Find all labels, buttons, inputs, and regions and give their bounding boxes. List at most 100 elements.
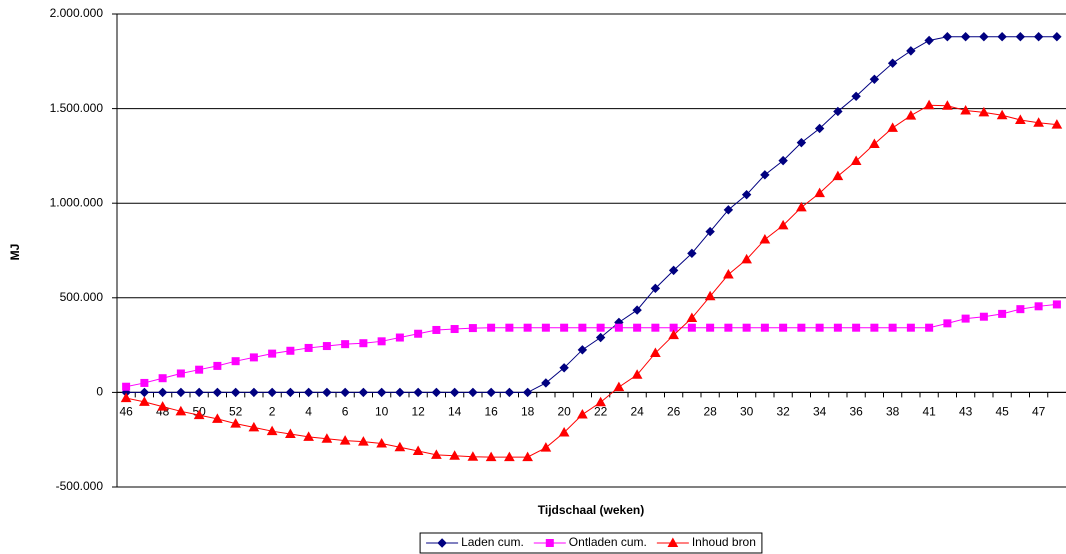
x-tick-label: 38 xyxy=(886,405,900,419)
x-tick-label: 18 xyxy=(521,405,535,419)
x-tick-label: 26 xyxy=(667,405,681,419)
legend-marker xyxy=(437,538,447,548)
data-point xyxy=(212,413,223,423)
data-point xyxy=(467,451,479,461)
data-point xyxy=(650,283,661,294)
data-point xyxy=(468,387,478,398)
data-point xyxy=(175,405,187,416)
data-point xyxy=(449,450,460,460)
data-point xyxy=(339,435,351,445)
x-tick-label: 30 xyxy=(740,405,754,419)
data-point xyxy=(778,155,788,166)
data-point xyxy=(724,323,733,332)
data-point xyxy=(468,324,477,333)
data-point xyxy=(833,323,842,332)
data-point xyxy=(358,436,369,446)
x-tick-label: 52 xyxy=(229,405,243,419)
data-point xyxy=(1033,117,1044,127)
data-point xyxy=(1051,119,1063,129)
data-point xyxy=(887,58,898,68)
data-point xyxy=(286,346,295,355)
data-point xyxy=(686,312,698,323)
data-point xyxy=(852,323,861,332)
data-point xyxy=(851,91,861,102)
data-point xyxy=(961,314,970,323)
data-point xyxy=(377,337,386,346)
data-point xyxy=(231,357,240,366)
data-point xyxy=(779,323,788,332)
x-tick-label: 10 xyxy=(375,405,389,419)
x-tick-label: 34 xyxy=(813,405,827,419)
data-point xyxy=(943,319,952,328)
data-point xyxy=(432,325,441,334)
x-tick-label: 46 xyxy=(119,405,133,419)
data-point xyxy=(705,226,715,237)
data-point xyxy=(212,387,223,398)
data-point xyxy=(1015,114,1026,124)
data-point xyxy=(1052,31,1062,42)
data-point xyxy=(122,382,131,391)
data-point xyxy=(485,451,497,462)
data-point xyxy=(723,269,734,279)
x-tick-label: 14 xyxy=(448,405,462,419)
data-point xyxy=(887,122,898,132)
data-point xyxy=(613,381,625,392)
data-point xyxy=(668,265,679,276)
data-point xyxy=(815,323,824,332)
data-point xyxy=(796,137,807,148)
data-point xyxy=(504,451,515,462)
data-point xyxy=(359,339,368,348)
data-point xyxy=(595,332,606,343)
data-point xyxy=(760,170,770,180)
data-point xyxy=(741,189,752,200)
data-point xyxy=(449,387,460,398)
x-tick-label: 41 xyxy=(922,405,936,419)
series-line xyxy=(126,303,1057,388)
series-line xyxy=(126,104,1057,458)
data-point xyxy=(487,323,496,332)
legend-box xyxy=(419,532,763,554)
data-point xyxy=(120,392,132,403)
data-point xyxy=(176,369,185,378)
legend-label: Inhoud bron xyxy=(692,535,756,549)
data-point xyxy=(723,205,734,215)
data-point xyxy=(1034,302,1043,311)
x-tick-label: 16 xyxy=(484,405,498,419)
data-point xyxy=(522,451,533,462)
data-point xyxy=(942,100,953,110)
data-point xyxy=(925,323,934,332)
data-point xyxy=(979,312,988,321)
data-point xyxy=(322,342,331,351)
data-point xyxy=(777,219,789,230)
data-point xyxy=(706,323,715,332)
data-point xyxy=(266,425,278,436)
data-point xyxy=(833,106,843,117)
data-point xyxy=(268,349,277,358)
data-point xyxy=(193,409,205,420)
x-tick-label: 36 xyxy=(849,405,863,419)
data-point xyxy=(213,361,222,370)
data-point xyxy=(577,345,588,355)
data-point xyxy=(687,323,696,332)
data-point xyxy=(414,329,423,338)
data-point xyxy=(376,387,387,398)
data-point xyxy=(850,155,862,166)
data-point xyxy=(560,323,569,332)
data-point xyxy=(431,387,442,398)
data-point xyxy=(905,110,917,120)
data-point xyxy=(157,401,168,411)
data-point xyxy=(1015,31,1026,42)
data-point xyxy=(248,421,260,432)
data-point xyxy=(979,31,989,42)
data-point xyxy=(412,445,424,456)
data-point xyxy=(1052,300,1061,309)
data-point xyxy=(559,363,569,373)
data-point xyxy=(1033,31,1044,42)
data-point xyxy=(651,323,660,332)
data-point xyxy=(869,74,880,84)
x-tick-label: 28 xyxy=(703,405,717,419)
data-point xyxy=(139,387,150,398)
data-point xyxy=(668,329,679,340)
data-point xyxy=(960,104,971,115)
